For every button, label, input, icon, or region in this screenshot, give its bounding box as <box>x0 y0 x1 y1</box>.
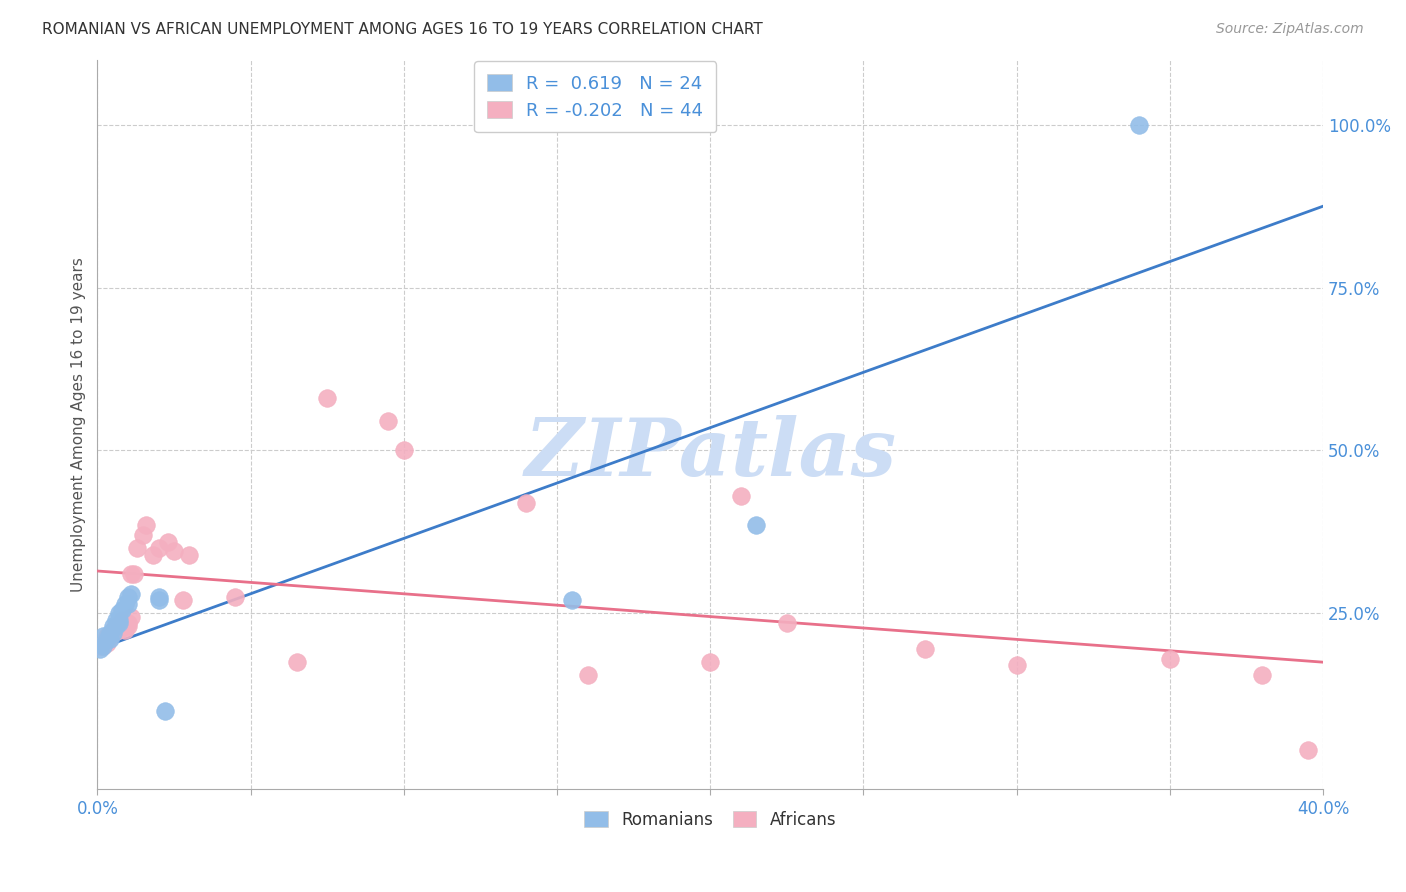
Point <box>163 544 186 558</box>
Point <box>111 619 134 633</box>
Point <box>1250 668 1272 682</box>
Point <box>699 655 721 669</box>
Point <box>93 629 115 643</box>
Legend: Romanians, Africans: Romanians, Africans <box>578 805 842 836</box>
Point <box>576 668 599 682</box>
Point <box>93 639 115 653</box>
Point <box>114 623 136 637</box>
Point <box>117 597 139 611</box>
Point <box>122 567 145 582</box>
Point <box>132 528 155 542</box>
Point <box>101 625 124 640</box>
Point <box>120 609 142 624</box>
Point <box>111 613 134 627</box>
Point <box>135 518 157 533</box>
Point <box>914 642 936 657</box>
Point <box>172 593 194 607</box>
Point <box>114 616 136 631</box>
Point <box>114 597 136 611</box>
Point <box>93 639 115 653</box>
Point <box>89 642 111 657</box>
Point <box>117 616 139 631</box>
Point <box>107 623 129 637</box>
Point <box>127 541 149 556</box>
Point <box>316 392 339 406</box>
Point <box>224 590 246 604</box>
Point <box>104 613 127 627</box>
Point <box>148 593 170 607</box>
Point <box>98 629 121 643</box>
Point <box>101 625 124 640</box>
Point <box>98 625 121 640</box>
Point <box>120 567 142 582</box>
Point <box>392 443 415 458</box>
Point <box>1159 652 1181 666</box>
Point <box>107 619 129 633</box>
Point <box>98 632 121 647</box>
Point <box>96 635 118 649</box>
Point <box>107 616 129 631</box>
Point <box>1005 658 1028 673</box>
Point <box>745 518 768 533</box>
Point <box>153 704 176 718</box>
Point <box>179 548 201 562</box>
Point <box>148 541 170 556</box>
Point <box>156 534 179 549</box>
Text: Source: ZipAtlas.com: Source: ZipAtlas.com <box>1216 22 1364 37</box>
Point <box>515 495 537 509</box>
Text: ZIPatlas: ZIPatlas <box>524 415 896 492</box>
Point <box>111 603 134 617</box>
Point <box>377 414 399 428</box>
Point <box>1296 743 1319 757</box>
Point <box>104 619 127 633</box>
Point <box>107 613 129 627</box>
Point <box>141 548 163 562</box>
Point <box>1128 118 1150 132</box>
Point <box>285 655 308 669</box>
Point <box>730 489 752 503</box>
Point <box>96 629 118 643</box>
Point <box>117 619 139 633</box>
Point <box>776 616 799 631</box>
Point <box>148 590 170 604</box>
Point <box>96 632 118 647</box>
Point <box>117 590 139 604</box>
Point <box>104 623 127 637</box>
Point <box>89 639 111 653</box>
Point <box>101 623 124 637</box>
Point <box>101 619 124 633</box>
Point <box>104 619 127 633</box>
Y-axis label: Unemployment Among Ages 16 to 19 years: Unemployment Among Ages 16 to 19 years <box>72 257 86 592</box>
Text: ROMANIAN VS AFRICAN UNEMPLOYMENT AMONG AGES 16 TO 19 YEARS CORRELATION CHART: ROMANIAN VS AFRICAN UNEMPLOYMENT AMONG A… <box>42 22 763 37</box>
Point <box>561 593 583 607</box>
Point <box>107 607 129 621</box>
Point <box>120 587 142 601</box>
